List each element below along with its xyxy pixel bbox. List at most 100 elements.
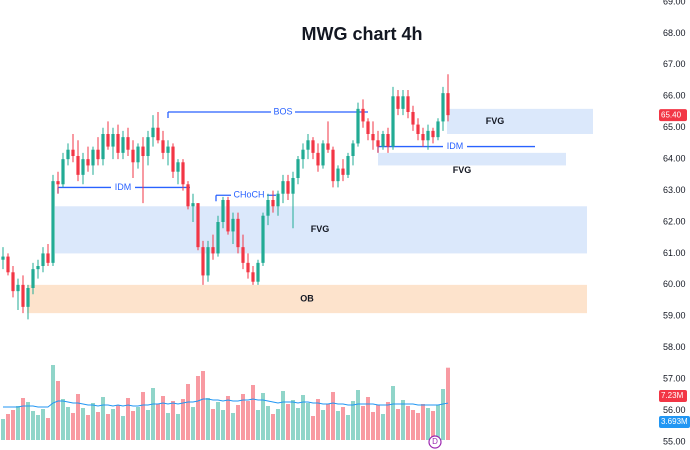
y-tick-label: 61.00 <box>663 248 686 258</box>
volume-bar <box>371 412 375 440</box>
volume-bar <box>41 409 45 440</box>
level-label: IDM <box>115 182 132 192</box>
volume-ma <box>3 398 449 408</box>
candle-body <box>16 284 20 292</box>
volume-bar <box>396 409 400 440</box>
candle-body <box>366 121 370 134</box>
candle-body <box>326 143 330 150</box>
volume-bar <box>276 409 280 440</box>
candle-body <box>306 140 310 150</box>
candles <box>1 74 450 320</box>
candle-body <box>26 288 30 307</box>
candle-body <box>381 134 385 147</box>
y-tick-label: 60.00 <box>663 279 686 289</box>
volume-bar <box>166 413 170 440</box>
volume-bar <box>31 411 35 440</box>
candle-body <box>361 108 365 122</box>
candle-body <box>296 159 300 178</box>
zones: FVG FVG FVG OB <box>27 108 593 314</box>
candle-body <box>46 253 50 263</box>
candle-body <box>276 193 280 207</box>
level-label-bg <box>443 140 467 153</box>
zone-label: FVG <box>453 165 472 175</box>
candle-body <box>81 159 85 175</box>
price-tag-label: 65.40 <box>661 110 682 119</box>
level-label-bg <box>111 181 135 194</box>
candle-body <box>436 121 440 138</box>
candle-body <box>176 162 180 172</box>
volume-bar <box>376 405 380 440</box>
candle-body <box>356 108 360 144</box>
candle-body <box>146 137 150 156</box>
candle-body <box>206 247 210 276</box>
volume-bar <box>106 414 110 440</box>
volume-bar <box>271 414 275 440</box>
volume-bar <box>16 406 20 440</box>
candle-body <box>241 247 245 263</box>
y-tick-label: 64.00 <box>663 154 686 164</box>
volume-bar <box>421 404 425 440</box>
candle-body <box>156 127 160 141</box>
volume-bar <box>351 401 355 440</box>
zone <box>447 108 593 134</box>
candle-body <box>336 168 340 182</box>
volume-bar <box>216 402 220 440</box>
volume-bar <box>201 371 205 440</box>
level-label: CHoCH <box>233 190 264 200</box>
candle-body <box>411 112 415 125</box>
volume-bar <box>71 413 75 440</box>
level-label-bg <box>271 106 295 118</box>
candle-body <box>321 143 325 166</box>
volume-bar <box>161 396 165 440</box>
volume-bar <box>206 398 210 440</box>
candle-body <box>181 162 185 185</box>
dividend-icon[interactable] <box>428 435 442 449</box>
volume-bar <box>281 391 285 440</box>
zone-label: FVG <box>311 224 330 234</box>
candle-body <box>396 96 400 109</box>
volume-bar <box>311 416 315 440</box>
candle-body <box>301 149 305 160</box>
volume-bar <box>261 393 265 440</box>
volume-bar <box>326 404 330 440</box>
candle-body <box>386 134 390 147</box>
candle-body <box>56 181 60 185</box>
volume-bar <box>56 381 60 440</box>
volume-bar <box>416 413 420 440</box>
candle-body <box>401 96 405 109</box>
price-tag-label: 3.693M <box>661 417 688 426</box>
candle-body <box>231 218 235 232</box>
volume-bar <box>186 384 190 440</box>
volume-bar <box>101 397 105 440</box>
dividend-label[interactable]: D <box>432 437 438 446</box>
levels: BOS IDM CHoCH IDM <box>57 106 535 202</box>
volume-bar <box>6 414 10 440</box>
volume-bar <box>191 407 195 440</box>
candle-body <box>151 127 155 138</box>
candle-body <box>391 96 395 147</box>
volume-bar <box>86 415 90 440</box>
candle-body <box>256 262 260 282</box>
volume-bar <box>171 401 175 440</box>
volume-bar <box>26 402 30 440</box>
volume-bar <box>391 386 395 440</box>
volume-bar <box>226 396 230 440</box>
candle-body <box>191 203 195 207</box>
price-tag <box>659 416 690 428</box>
volume-bar <box>336 411 340 440</box>
candle-body <box>186 184 190 207</box>
volume-bar <box>331 392 335 440</box>
candle-body <box>86 159 90 166</box>
volume-bar <box>381 414 385 440</box>
candle-body <box>271 200 275 207</box>
zone <box>55 206 587 254</box>
candle-body <box>261 215 265 263</box>
volume-bar <box>66 407 70 440</box>
y-tick-label: 55.00 <box>663 436 686 446</box>
candle-body <box>1 256 5 260</box>
candle-body <box>36 266 40 270</box>
volume-bar <box>146 410 150 440</box>
volume <box>1 365 450 440</box>
volume-bar <box>21 398 25 440</box>
